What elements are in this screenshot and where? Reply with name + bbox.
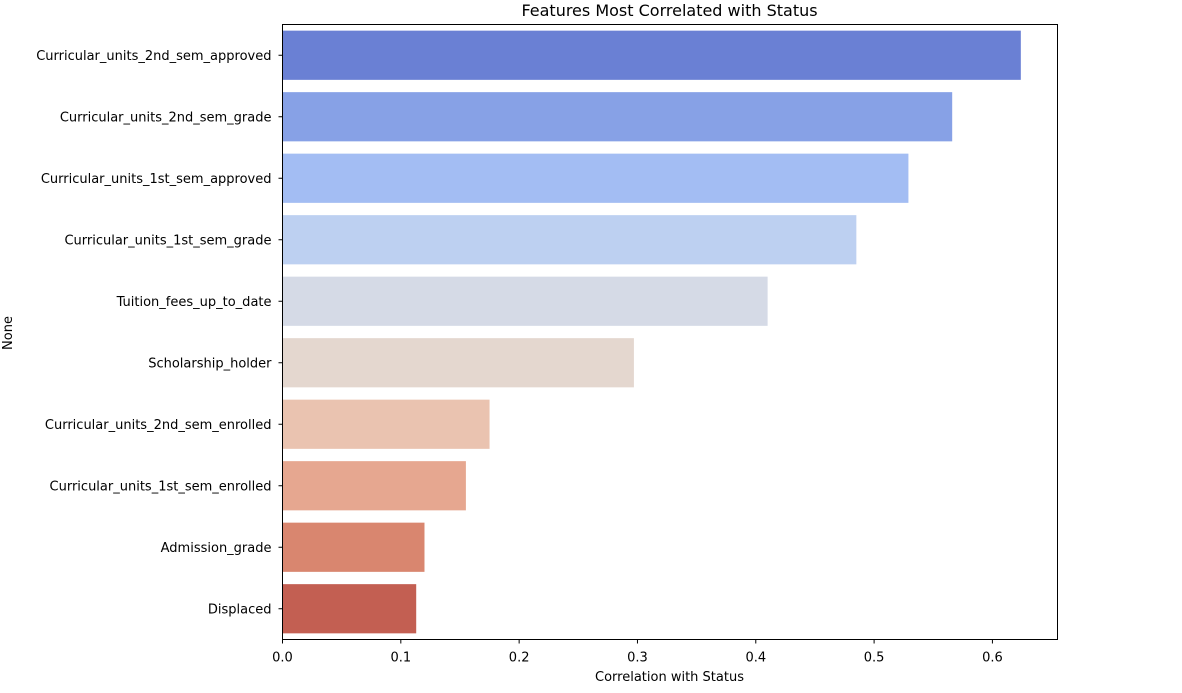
y-tick-label: Curricular_units_1st_sem_grade: [64, 233, 271, 248]
x-tick-label: 0.3: [627, 651, 648, 666]
plot-frame: [282, 24, 1058, 640]
x-tick-label: 0.2: [509, 651, 530, 666]
x-axis-label: Correlation with Status: [595, 670, 744, 685]
x-tick-label: 0.1: [390, 651, 411, 666]
bar-group: [282, 30, 1021, 634]
y-tick-label: Scholarship_holder: [148, 356, 272, 371]
x-tick-label: 0.0: [272, 651, 293, 666]
bar-Tuition_fees_up_to_date: [282, 276, 768, 326]
bar-Curricular_units_1st_sem_approved: [282, 153, 909, 203]
x-tick-label: 0.4: [745, 651, 766, 666]
bar-Scholarship_holder: [282, 338, 634, 388]
bar-Curricular_units_1st_sem_enrolled: [282, 461, 466, 511]
y-axis-tick-labels: Curricular_units_2nd_sem_approved Curricu…: [36, 49, 283, 617]
bar-Curricular_units_2nd_sem_approved: [282, 30, 1021, 80]
y-tick-label: Tuition_fees_up_to_date: [116, 295, 272, 310]
x-tick-label: 0.5: [864, 651, 885, 666]
chart-title: Features Most Correlated with Status: [521, 1, 817, 20]
bar-Admission_grade: [282, 522, 425, 572]
y-tick-label: Curricular_units_2nd_sem_approved: [36, 49, 271, 64]
y-tick-label: Curricular_units_2nd_sem_enrolled: [45, 418, 272, 433]
x-tick-label: 0.6: [982, 651, 1003, 666]
y-tick-label: Curricular_units_1st_sem_approved: [41, 172, 272, 187]
x-axis-ticks: 0.0 0.1 0.2 0.3 0.4 0.5 0.6: [272, 639, 1003, 666]
bar-Curricular_units_1st_sem_grade: [282, 215, 857, 265]
y-tick-label: Curricular_units_1st_sem_enrolled: [50, 479, 272, 494]
bar-Displaced: [282, 584, 417, 634]
bar-Curricular_units_2nd_sem_enrolled: [282, 399, 490, 449]
y-tick-label: Admission_grade: [161, 541, 272, 556]
y-tick-label: Curricular_units_2nd_sem_grade: [60, 110, 272, 125]
y-tick-label: Displaced: [208, 602, 272, 617]
bar-Curricular_units_2nd_sem_grade: [282, 92, 953, 142]
y-axis-label: None: [1, 316, 16, 350]
